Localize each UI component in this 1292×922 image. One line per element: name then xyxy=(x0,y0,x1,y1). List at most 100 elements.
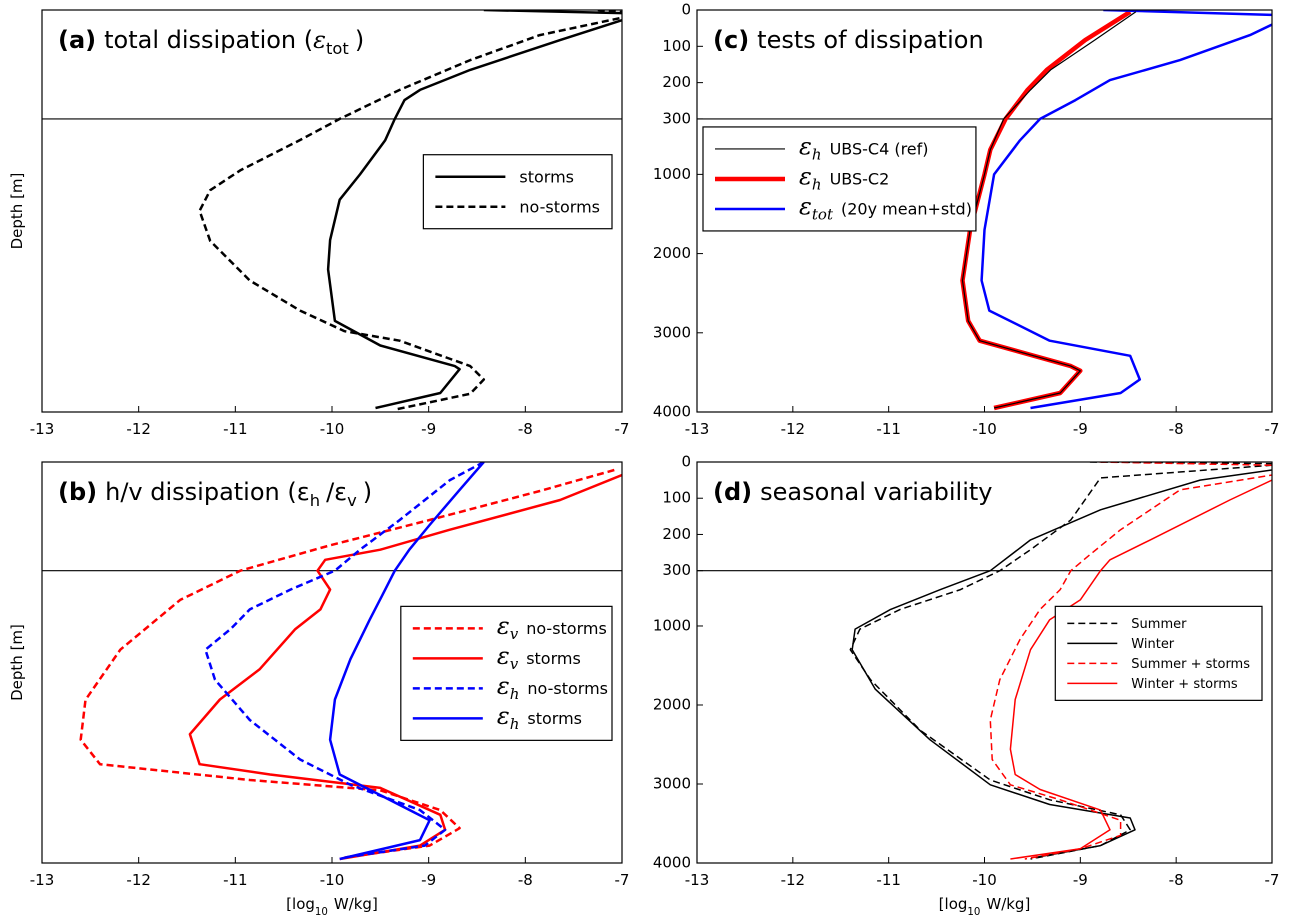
title-part: tot xyxy=(326,39,349,58)
legend-symbol: ε xyxy=(799,193,812,221)
x-tick-label: -12 xyxy=(781,871,806,889)
x-tick-label: -9 xyxy=(1073,420,1088,438)
y-tick-label: 100 xyxy=(662,489,691,507)
panel-title: (a) total dissipation (εtot) xyxy=(58,26,364,58)
y-tick-label: 3000 xyxy=(653,774,691,792)
x-tick-label: -8 xyxy=(1169,420,1184,438)
x-tick-label: -12 xyxy=(781,420,806,438)
x-axis-label: [log10 W/kg] xyxy=(939,895,1031,918)
x-tick-label: -13 xyxy=(685,420,710,438)
legend-label: εv no-storms xyxy=(497,612,607,643)
y-axis-label: Depth [m] xyxy=(8,173,26,250)
legend-symbol: ε xyxy=(497,612,510,640)
x-tick-label: -9 xyxy=(1073,871,1088,889)
panel: -13 -12 -11 -10 -9 -8 -7 (a) total dissipation (… xyxy=(8,9,630,438)
legend-label: εh UBS-C4 (ref) xyxy=(799,133,929,164)
title-part: ) xyxy=(355,26,364,54)
x-tick-label: -7 xyxy=(1265,420,1280,438)
legend-label: εh no-storms xyxy=(497,672,608,703)
x-tick-label: -9 xyxy=(421,871,436,889)
profile-line xyxy=(1009,479,1272,860)
profile-line xyxy=(79,468,615,859)
y-tick-label: 4000 xyxy=(653,854,691,872)
x-tick-label: -10 xyxy=(320,420,345,438)
legend-symbol: ε xyxy=(799,133,812,161)
profile-line xyxy=(198,10,622,411)
x-label-part: W/kg] xyxy=(986,895,1030,913)
legend-name: storms xyxy=(526,649,581,668)
y-tick-label: 4000 xyxy=(653,403,691,421)
legend-name: Winter xyxy=(1131,637,1175,652)
legend-name: no-storms xyxy=(527,679,608,698)
x-tick-label: -11 xyxy=(876,871,901,889)
plot-frame xyxy=(696,461,1273,864)
x-tick-label: -11 xyxy=(223,420,248,438)
legend-symbol-sub: h xyxy=(812,176,822,194)
legend: storms no-storms xyxy=(422,154,613,230)
y-tick-label: 1000 xyxy=(653,165,691,183)
panel-label: (a) xyxy=(58,26,96,54)
y-tick-label: 2000 xyxy=(653,695,691,713)
y-tick-label: 1000 xyxy=(653,616,691,634)
x-tick-label: -10 xyxy=(972,871,997,889)
legend-label: Winter + storms xyxy=(1131,677,1238,692)
title-part: v xyxy=(347,491,357,510)
title-part: total dissipation ( xyxy=(104,26,313,54)
legend-symbol: ε xyxy=(497,702,510,730)
panel: -13 -12 -11 -10 -9 -8 -7 0 100 200 300 1000 2000 3000… xyxy=(653,453,1280,919)
legend-box xyxy=(422,154,613,230)
y-tick-label: 300 xyxy=(662,109,691,127)
x-tick-label: -10 xyxy=(972,420,997,438)
legend-label: εtot (20y mean+std) xyxy=(799,193,972,224)
title-part: ε xyxy=(297,478,310,506)
profile-line xyxy=(204,462,485,859)
y-tick-label: 2000 xyxy=(653,244,691,262)
x-label-part: [log xyxy=(939,895,968,913)
profile-line xyxy=(980,10,1272,410)
panel-title: (d) seasonal variability xyxy=(713,478,993,506)
x-label-part: 10 xyxy=(315,907,328,918)
title-part: ε xyxy=(313,26,326,54)
legend-label: Summer + storms xyxy=(1131,657,1250,672)
series-group xyxy=(960,10,1272,411)
x-tick-label: -11 xyxy=(876,420,901,438)
x-tick-label: -10 xyxy=(320,871,345,889)
x-label-part: W/kg] xyxy=(334,895,378,913)
legend-label: εh UBS-C2 xyxy=(799,163,889,194)
profile-line xyxy=(851,469,1272,859)
legend-label: no-storms xyxy=(519,197,600,216)
profile-line xyxy=(328,462,485,861)
legend-symbol-sub: tot xyxy=(812,206,834,224)
legend-name: no-storms xyxy=(519,197,600,216)
legend-symbol: ε xyxy=(497,672,510,700)
plot-frame xyxy=(696,9,1273,413)
x-tick-label: -13 xyxy=(685,871,710,889)
x-axis-label: [log10 W/kg] xyxy=(286,895,378,918)
legend-name: storms xyxy=(519,167,574,186)
legend-label: Winter xyxy=(1131,637,1175,652)
panel-label: (d) xyxy=(713,478,752,506)
legend-name: no-storms xyxy=(526,619,607,638)
x-tick-label: -12 xyxy=(126,871,151,889)
y-tick-label: 0 xyxy=(681,1,691,19)
title-part: ) xyxy=(363,478,372,506)
legend-box xyxy=(1054,605,1263,701)
legend-symbol-sub: v xyxy=(510,625,519,643)
legend-symbol-sub: v xyxy=(510,655,519,673)
x-tick-label: -11 xyxy=(223,871,248,889)
title-part: h xyxy=(310,491,320,510)
legend-name: UBS-C4 (ref) xyxy=(830,140,929,159)
legend-name: Summer + storms xyxy=(1131,657,1250,672)
panel-label: (b) xyxy=(58,478,97,506)
legend-symbol: ε xyxy=(799,163,812,191)
x-tick-label: -7 xyxy=(615,420,630,438)
y-tick-label: 200 xyxy=(662,73,691,91)
x-tick-label: -13 xyxy=(30,420,55,438)
title-part: tests of dissipation xyxy=(757,26,983,54)
x-tick-label: -8 xyxy=(518,871,533,889)
plot-frame xyxy=(41,461,623,864)
title-part: h/v dissipation ( xyxy=(105,478,297,506)
